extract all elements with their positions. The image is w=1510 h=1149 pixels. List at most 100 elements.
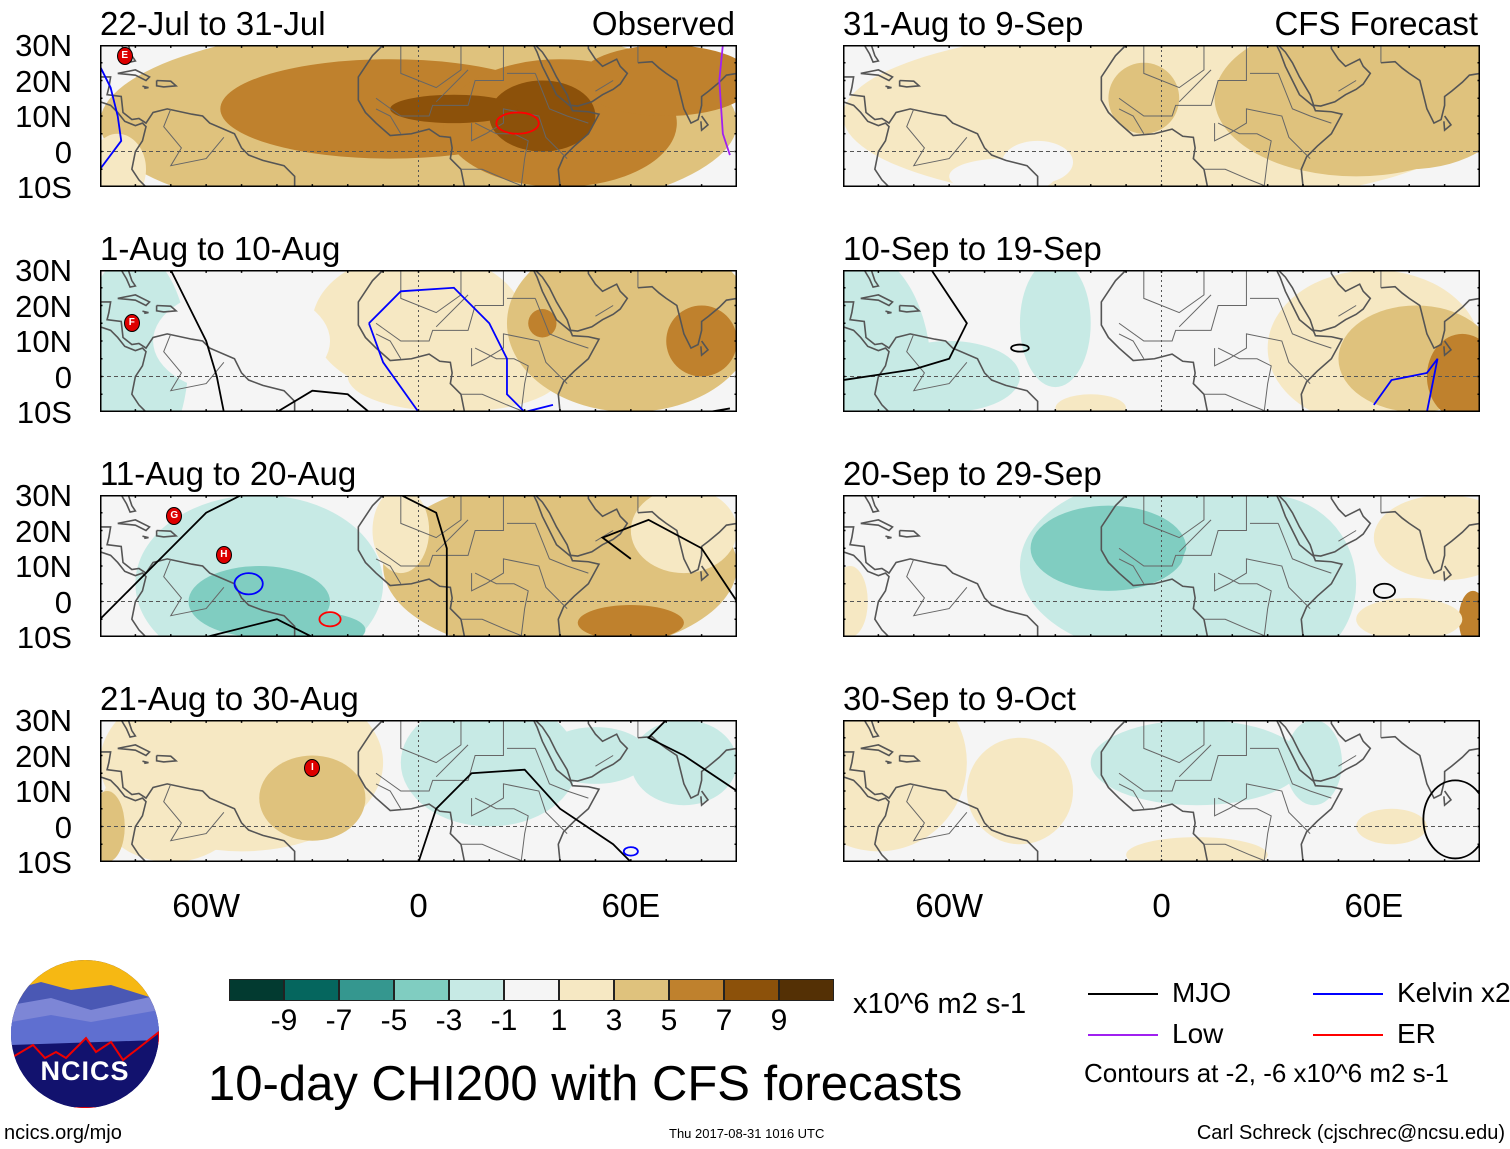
coastline [534,720,599,862]
colorbar-units: x10^6 m2 s-1 [853,988,1027,1020]
coastline [1381,737,1480,798]
coastline [358,495,464,637]
wave-contour [603,520,737,602]
anomaly-region [1090,720,1304,806]
anomaly-map [843,270,1480,412]
border [1218,348,1271,412]
colorbar-swatch [614,979,669,1001]
coastline [142,761,148,763]
figure-title: 10-day CHI200 with CFS forecasts [208,1057,963,1111]
wave-contour [319,612,340,626]
wave-contour [719,45,730,155]
coastline [118,520,150,531]
longitude-label: 60W [915,887,984,924]
border [401,270,461,313]
latitude-label: 30N [15,253,72,288]
storm-letter: H [220,549,228,561]
anomaly-region [666,305,737,377]
border [1338,531,1356,542]
coastline [701,791,708,805]
coastline [843,527,1038,637]
wave-contour [277,391,369,412]
coastline [1444,116,1451,130]
border [1278,73,1331,123]
coastline [843,752,1038,862]
tropical-cyclone-icon: F [123,314,140,333]
coastline [1278,720,1370,781]
longitude-label: 60E [1344,887,1404,924]
coastline [861,520,893,531]
border [595,756,613,767]
colorbar-swatch [229,979,284,1001]
colorbar-tick-label: 9 [770,1004,788,1037]
coastline [100,327,146,412]
colorbar-tick-label: -7 [325,1004,353,1037]
coastline [861,745,893,756]
coastline [1101,45,1207,187]
coastline [535,720,627,781]
storm-letter: E [121,49,129,61]
border [907,109,967,166]
coastline [100,777,146,862]
border [1338,306,1356,317]
colorbar-tick-label: 1 [550,1004,568,1037]
border [376,784,401,809]
border [535,748,588,798]
border [401,495,461,538]
border [475,573,528,637]
website-link[interactable]: ncics.org/mjo [4,1122,122,1144]
border [1204,169,1268,187]
storm-letter: F [128,317,135,329]
panel-title: 20-Sep to 29-Sep [843,455,1102,492]
latitude-label: 10N [15,324,72,359]
anomaly-region [843,566,868,637]
colorbar-swatch [339,979,394,1001]
coastline [1278,270,1370,331]
anomaly-map [100,45,737,187]
panel-title: 31-Aug to 9-Sep [843,5,1084,42]
border [376,495,503,566]
border [1218,573,1271,637]
coastline [121,270,135,287]
coastline [358,270,464,412]
coastline [142,86,148,88]
coastline [1277,45,1342,187]
border [164,559,224,616]
coastline [861,295,893,306]
anomaly-map [843,495,1480,637]
coastline [1277,270,1342,412]
coastline [638,287,737,348]
legend-line-mjo [1088,993,1158,995]
anomaly-region [1458,590,1480,637]
border [595,81,613,92]
anomaly-map [843,720,1480,862]
anomaly-region [630,495,737,574]
colorbar-tick-label: -3 [435,1004,463,1037]
colorbar-tick-label: 5 [660,1004,678,1037]
colorbar-swatch [284,979,339,1001]
colorbar-tick-label: 7 [715,1004,733,1037]
coastline [885,311,891,313]
border [475,123,528,187]
wave-contour [624,847,638,856]
border [376,559,401,584]
border [1204,394,1268,412]
latitude-label: 0 [54,359,72,395]
latitude-label: 10N [15,99,72,134]
coastline [358,720,464,862]
coastline [1277,495,1342,637]
coastline [157,306,176,312]
border [475,348,528,412]
storm-letter: G [170,510,179,522]
border [907,559,967,616]
coastline [534,45,599,187]
border [461,394,525,412]
border [436,70,468,102]
panel-title: 1-Aug to 10-Aug [100,230,341,267]
coastline [535,45,627,106]
border [376,45,503,116]
border [1144,720,1204,763]
latitude-label: 10N [15,549,72,584]
anomaly-map [843,45,1480,187]
coastline [121,720,135,737]
